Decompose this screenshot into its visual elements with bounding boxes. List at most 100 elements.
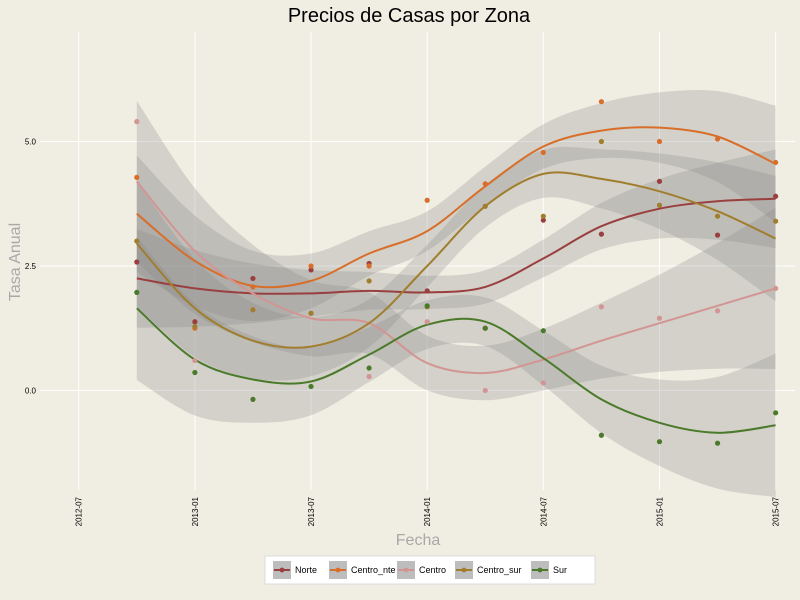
data-point xyxy=(366,263,372,269)
data-point xyxy=(540,213,546,219)
data-point xyxy=(598,99,605,105)
data-point xyxy=(308,267,314,273)
data-point xyxy=(656,178,663,184)
legend-key-point xyxy=(335,567,341,573)
legend-item: Norte xyxy=(273,561,317,579)
legend: Norte Centro_nte Centro Centro_sur Sur xyxy=(264,555,596,585)
data-point xyxy=(773,218,779,224)
legend-item: Centro_nte xyxy=(329,561,396,579)
data-point xyxy=(134,259,140,265)
data-point xyxy=(656,138,663,145)
data-point xyxy=(482,325,488,331)
confidence-band xyxy=(136,100,776,401)
legend-label: Norte xyxy=(295,565,317,575)
y-tick-label: 0.0 xyxy=(25,386,37,395)
data-point xyxy=(773,159,779,166)
data-point xyxy=(714,232,721,238)
smooth-line xyxy=(136,307,776,434)
confidence-band xyxy=(136,90,776,322)
smooth-line xyxy=(136,171,777,349)
data-points xyxy=(134,99,779,446)
data-point xyxy=(482,387,488,394)
x-axis-label: Fecha xyxy=(396,532,441,549)
legend-item: Sur xyxy=(531,561,567,579)
x-tick-label: 2013-01 xyxy=(191,496,200,526)
data-point xyxy=(424,288,430,294)
y-tick-label: 5.0 xyxy=(25,138,37,147)
data-point xyxy=(598,432,605,438)
data-point xyxy=(308,310,314,316)
legend-key-point xyxy=(403,567,409,573)
x-tick-label: 2012-07 xyxy=(75,496,84,526)
legend-key-point xyxy=(537,567,543,573)
data-point xyxy=(773,193,779,199)
data-point xyxy=(656,202,663,208)
data-point xyxy=(598,138,605,145)
legend-label: Sur xyxy=(553,565,567,575)
data-point xyxy=(250,275,256,282)
data-point xyxy=(482,181,488,187)
data-point xyxy=(366,365,372,371)
data-point xyxy=(250,396,256,402)
data-point xyxy=(192,369,198,376)
data-point xyxy=(134,119,140,125)
x-tick-label: 2015-01 xyxy=(655,496,664,526)
data-point xyxy=(134,174,140,180)
x-tick-label: 2014-01 xyxy=(423,496,432,526)
y-axis-ticks: 0.0 2.5 5.0 xyxy=(25,138,37,396)
legend-label: Centro xyxy=(419,565,446,575)
x-tick-label: 2015-07 xyxy=(772,496,781,526)
confidence-bands xyxy=(136,90,776,497)
data-point xyxy=(714,440,721,446)
smooth-lines xyxy=(136,126,777,434)
data-point xyxy=(250,284,256,290)
data-point xyxy=(192,319,198,325)
smooth-line xyxy=(136,126,777,289)
data-point xyxy=(424,197,430,203)
data-point xyxy=(308,263,314,269)
data-point xyxy=(134,238,140,244)
x-axis-ticks: 2012-07 2013-01 2013-07 2014-01 2014-07 2015-… xyxy=(75,496,781,526)
data-point xyxy=(714,213,721,219)
data-point xyxy=(192,357,198,364)
data-point xyxy=(714,136,721,142)
legend-label: Centro_nte xyxy=(351,565,396,575)
x-tick-label: 2014-07 xyxy=(539,496,548,526)
legend-item: Centro xyxy=(397,561,446,579)
legend-item: Centro_sur xyxy=(455,561,522,579)
legend-key-point xyxy=(461,567,467,573)
data-point xyxy=(540,217,546,223)
confidence-band xyxy=(136,146,776,381)
data-point xyxy=(773,285,779,291)
data-point xyxy=(540,328,546,334)
x-tick-label: 2013-07 xyxy=(307,496,316,526)
y-axis-label: Tasa Anual xyxy=(7,223,24,301)
data-point xyxy=(424,319,430,325)
data-point xyxy=(250,307,256,313)
confidence-band xyxy=(136,236,776,497)
smooth-line xyxy=(136,180,776,375)
data-point xyxy=(773,410,779,416)
data-point xyxy=(598,231,605,237)
legend-label: Centro_sur xyxy=(477,565,522,575)
confidence-band xyxy=(136,149,776,328)
data-point xyxy=(192,324,198,330)
data-point xyxy=(366,373,372,380)
data-point xyxy=(482,203,488,209)
data-point xyxy=(366,278,372,284)
data-point xyxy=(714,308,721,314)
data-point xyxy=(134,289,140,295)
legend-key-point xyxy=(279,567,285,573)
data-point xyxy=(540,149,546,156)
y-tick-label: 2.5 xyxy=(25,262,37,271)
data-point xyxy=(308,383,314,390)
data-point xyxy=(424,303,430,309)
data-point xyxy=(656,439,663,445)
smooth-line xyxy=(136,197,776,295)
data-point xyxy=(656,315,663,321)
data-point xyxy=(540,380,546,386)
chart-title: Precios de Casas por Zona xyxy=(288,5,531,27)
data-point xyxy=(598,304,605,310)
